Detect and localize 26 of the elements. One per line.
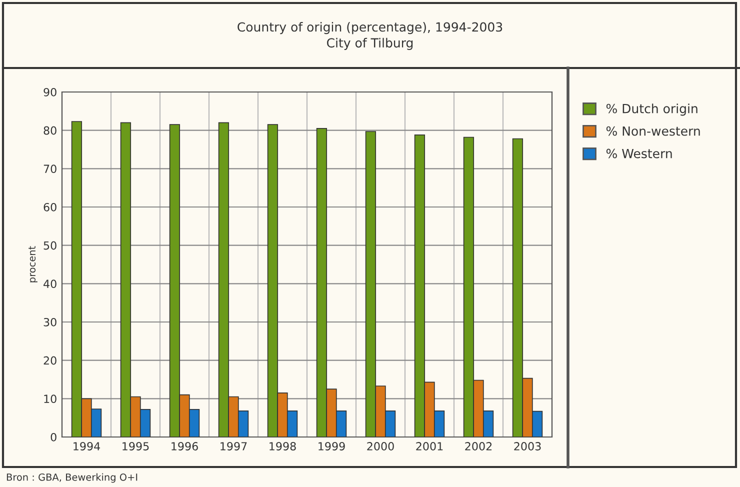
x-tick-label: 1996 (172, 442, 198, 450)
x-tick-label: 1994 (74, 442, 100, 450)
y-tick-label: 90 (44, 88, 56, 96)
y-tick-label: 60 (44, 202, 56, 212)
x-tick-label: 2000 (367, 442, 394, 450)
legend-label: % Dutch origin (606, 104, 698, 116)
text: Bron : GBA, Bewerking O+I (6, 473, 138, 483)
y-tick-label: 10 (44, 394, 56, 404)
y-tick-label: 40 (44, 280, 56, 288)
x-tick-label: 1998 (270, 442, 296, 450)
x-tick-label: 1995 (122, 442, 149, 450)
y-tick-label: 70 (44, 164, 56, 174)
legend-label: % Western (606, 148, 672, 158)
x-tick-label: 1999 (318, 442, 345, 450)
y-tick-label: 0 (50, 432, 56, 442)
x-tick-label: 2003 (514, 442, 541, 450)
y-axis-title: procent (28, 246, 38, 282)
x-tick-label: 2002 (465, 442, 492, 450)
x-tick-label: 2001 (416, 442, 443, 450)
y-tick-label: 50 (44, 241, 56, 250)
chart-title: Country of origin (percentage), 1994-2003 City of Tilburg (238, 22, 502, 50)
legend-label: % Non-western (606, 126, 700, 136)
x-tick-label: 1997 (220, 442, 247, 450)
y-tick-label: 80 (44, 126, 56, 135)
y-tick-label: 20 (44, 356, 56, 365)
y-tick-label: 30 (44, 318, 56, 326)
